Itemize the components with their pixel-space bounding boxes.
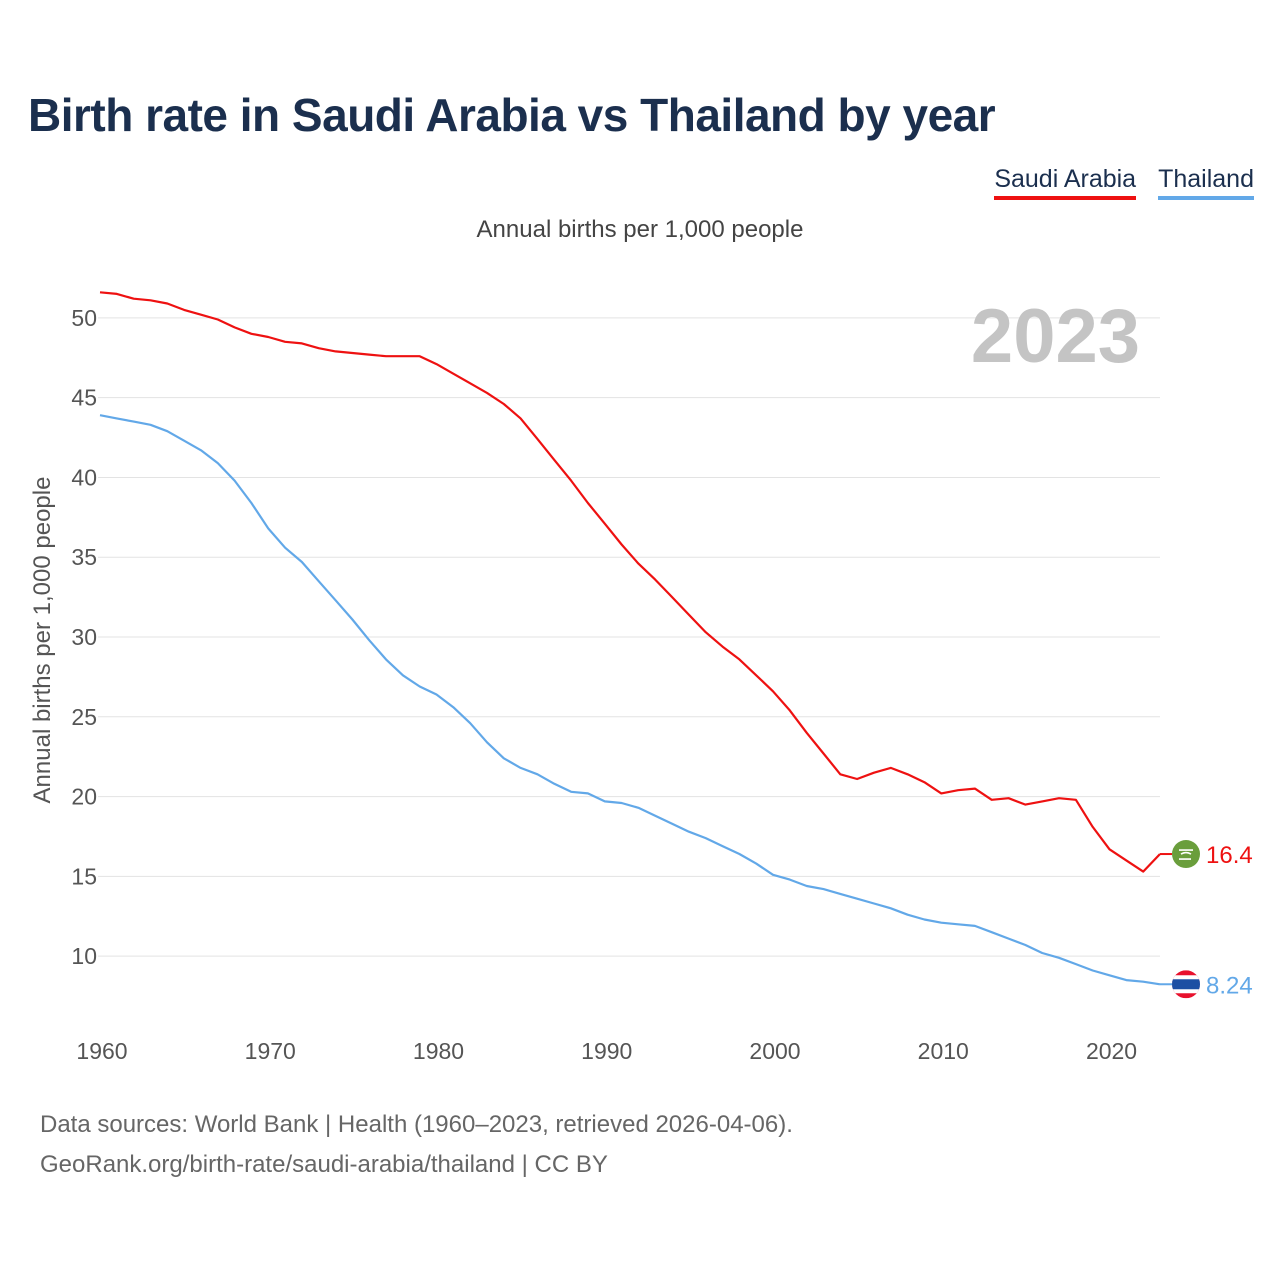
end-value-label-saudi-arabia: 16.4 <box>1206 842 1253 869</box>
x-tick-label: 1990 <box>581 1038 632 1064</box>
footer-link[interactable]: GeoRank.org/birth-rate/saudi-arabia/thai… <box>40 1151 608 1178</box>
y-axis-label: Annual births per 1,000 people <box>29 477 56 804</box>
x-tick-label: 1960 <box>76 1038 127 1064</box>
footer-sources: Data sources: World Bank | Health (1960–… <box>40 1111 793 1138</box>
x-tick-label: 2020 <box>1086 1038 1137 1064</box>
y-tick-label: 15 <box>71 863 97 889</box>
year-watermark: 2023 <box>971 294 1140 379</box>
y-tick-label: 35 <box>71 544 97 570</box>
footer: Data sources: World Bank | Health (1960–… <box>40 1105 793 1185</box>
x-tick-label: 2000 <box>749 1038 800 1064</box>
chart-title: Birth rate in Saudi Arabia vs Thailand b… <box>28 89 996 141</box>
chart-subtitle: Annual births per 1,000 people <box>476 216 804 243</box>
flag-saudi-arabia-icon <box>1172 840 1200 869</box>
legend: Saudi Arabia Thailand <box>994 165 1254 200</box>
series-line-saudi-arabia[interactable] <box>99 291 1161 873</box>
y-tick-label: 10 <box>71 943 97 969</box>
x-tick-label: 1980 <box>413 1038 464 1064</box>
legend-item-thailand[interactable]: Thailand <box>1158 165 1254 200</box>
legend-item-saudi-arabia[interactable]: Saudi Arabia <box>994 165 1137 200</box>
y-tick-label: 45 <box>71 385 97 411</box>
y-tick-label: 20 <box>71 784 97 810</box>
end-value-label-thailand: 8.24 <box>1206 972 1253 999</box>
x-tick-label: 2010 <box>918 1038 969 1064</box>
flag-thailand-icon <box>1172 970 1200 999</box>
x-tick-label: 1970 <box>245 1038 296 1064</box>
y-tick-label: 30 <box>71 624 97 650</box>
line-chart: 2023 Annual births per 1,000 people 10 15… <box>29 291 1253 1064</box>
series-line-thailand[interactable] <box>99 414 1161 986</box>
y-tick-label: 50 <box>71 305 97 331</box>
y-tick-label: 40 <box>71 464 97 490</box>
y-tick-label: 25 <box>71 704 97 730</box>
